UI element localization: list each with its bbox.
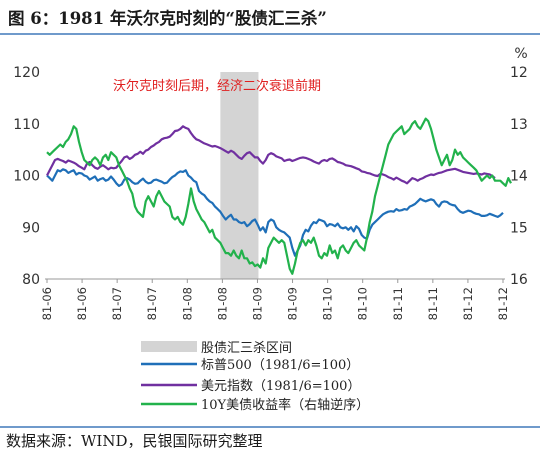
legend-label-shaded: 股债汇三杀区间 xyxy=(201,341,292,356)
x-tick-label: 81-06 xyxy=(40,287,54,320)
legend-swatch-shaded xyxy=(141,341,197,352)
x-tick-label: 81-10 xyxy=(356,287,370,320)
right-axis-unit: % xyxy=(514,46,527,62)
series-line-1 xyxy=(46,125,496,185)
y-left-tick-label: 90 xyxy=(22,220,40,236)
y-right-tick-label: 14 xyxy=(510,169,528,185)
y-left-tick-label: 80 xyxy=(22,272,40,288)
title-divider xyxy=(0,33,540,35)
chart: 沃尔克时刻后期，经济二次衰退前期 120 110 100 90 80 12 13 14 15 16… xyxy=(13,46,528,413)
x-tick-label: 81-06 xyxy=(75,287,89,320)
x-tick-label: 81-12 xyxy=(461,287,475,320)
x-tick-label: 81-07 xyxy=(110,287,124,320)
y-right-tick-label: 12 xyxy=(510,65,528,81)
y-left-tick-label: 110 xyxy=(13,117,40,133)
x-tick-label: 81-11 xyxy=(426,287,440,320)
series-line-2 xyxy=(46,117,512,275)
legend-label-dollar-index: 美元指数（1981/6=100） xyxy=(201,379,360,394)
x-tick-label: 81-09 xyxy=(250,287,264,320)
y-right-tick-label: 16 xyxy=(510,272,528,288)
legend-label-sp500: 标普500（1981/6=100） xyxy=(201,358,359,373)
x-tick-label: 81-08 xyxy=(180,287,194,320)
x-tick-label: 81-12 xyxy=(496,287,510,320)
x-tick-label: 81-10 xyxy=(321,287,335,320)
series-layer xyxy=(46,117,512,275)
x-tick-label: 81-11 xyxy=(391,287,405,320)
y-right-tick-label: 15 xyxy=(510,220,528,236)
y-left-tick-label: 100 xyxy=(13,169,40,185)
source-note: 数据来源：WIND，民银国际研究整理 xyxy=(6,432,263,450)
x-tick-label: 81-07 xyxy=(145,287,159,320)
y-left-tick-label: 120 xyxy=(13,65,40,81)
x-tick-label: 81-09 xyxy=(286,287,300,320)
source-divider xyxy=(0,426,540,428)
axis-layer: 120 110 100 90 80 12 13 14 15 16 81-06 81-06 81-07 81… xyxy=(13,65,528,320)
series-line-0 xyxy=(46,168,504,257)
chart-title: 图 6：1981 年沃尔克时刻的“股债汇三杀” xyxy=(8,9,327,28)
annotation-text: 沃尔克时刻后期，经济二次衰退前期 xyxy=(113,78,321,94)
shaded-period-band xyxy=(220,72,259,279)
legend: 股债汇三杀区间 标普500（1981/6=100） 美元指数（1981/6=10… xyxy=(141,341,369,413)
legend-label-10y-yield: 10Y美债收益率（右轴逆序） xyxy=(201,397,369,413)
x-tick-label: 81-08 xyxy=(215,287,229,320)
y-right-tick-label: 13 xyxy=(510,117,528,133)
